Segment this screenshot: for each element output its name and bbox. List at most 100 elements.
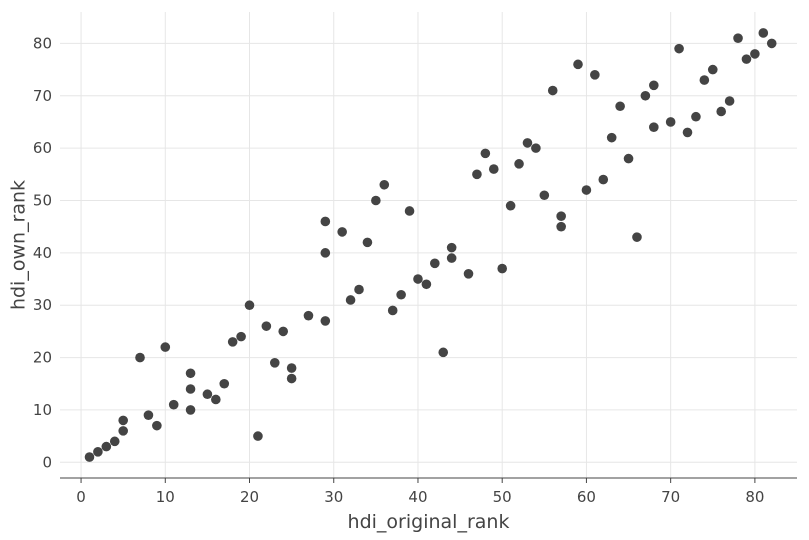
y-tick-label: 80	[33, 34, 52, 52]
data-point	[354, 284, 364, 295]
data-point	[118, 426, 128, 436]
data-point	[581, 185, 592, 195]
data-point	[590, 70, 600, 80]
y-tick-label: 10	[33, 401, 52, 419]
data-point	[446, 242, 457, 253]
data-point	[286, 373, 297, 384]
data-point	[379, 179, 390, 190]
data-point	[699, 75, 710, 85]
data-point	[109, 436, 120, 447]
data-point	[261, 321, 272, 331]
x-tick-label: 60	[577, 488, 596, 506]
data-point	[430, 258, 440, 269]
data-point	[278, 326, 289, 337]
x-tick-label: 50	[493, 488, 512, 506]
data-point	[623, 153, 634, 164]
data-point	[497, 263, 508, 274]
data-point	[118, 415, 128, 426]
data-point	[766, 38, 777, 49]
data-point	[143, 410, 154, 420]
ticks: 0 10 20 30 40 50 60 70 80 0 10 20 30 40 50 60 70 80	[33, 34, 765, 506]
data-point	[758, 28, 769, 38]
data-point	[674, 43, 684, 54]
x-tick-label: 40	[408, 488, 427, 506]
data-points	[84, 28, 777, 462]
y-tick-label: 70	[33, 87, 52, 105]
data-point	[168, 399, 179, 410]
data-point	[522, 138, 533, 148]
x-axis-title: hdi_original_rank	[348, 511, 510, 533]
data-point	[649, 80, 659, 91]
data-point	[362, 237, 373, 248]
data-point	[320, 316, 331, 326]
data-point	[480, 148, 491, 159]
x-tick-label: 70	[661, 488, 680, 506]
data-point	[320, 248, 331, 258]
data-point	[750, 49, 760, 59]
data-point	[716, 106, 726, 117]
grid	[60, 12, 797, 478]
data-point	[160, 342, 171, 352]
data-point	[236, 331, 246, 342]
data-point	[345, 295, 356, 305]
data-point	[733, 33, 743, 43]
data-point	[556, 221, 566, 232]
data-point	[606, 132, 617, 143]
x-tick-label: 0	[76, 488, 86, 506]
data-point	[682, 127, 693, 138]
x-tick-label: 20	[240, 488, 259, 506]
data-point	[202, 389, 213, 400]
data-point	[438, 347, 449, 358]
data-point	[135, 352, 145, 363]
data-point	[421, 279, 432, 290]
data-point	[84, 452, 95, 462]
data-point	[505, 200, 516, 211]
data-point	[615, 101, 625, 112]
x-tick-label: 10	[156, 488, 175, 506]
data-point	[463, 268, 474, 279]
data-point	[371, 195, 381, 206]
y-tick-label: 40	[33, 244, 52, 262]
data-point	[724, 96, 735, 106]
data-point	[253, 431, 263, 441]
data-point	[93, 447, 103, 457]
data-point	[665, 117, 676, 127]
data-point	[413, 274, 423, 284]
data-point	[547, 85, 558, 96]
data-point	[286, 363, 297, 373]
data-point	[539, 190, 550, 201]
data-point	[320, 216, 331, 227]
y-tick-label: 0	[42, 453, 52, 471]
data-point	[227, 337, 238, 347]
data-point	[387, 305, 398, 316]
data-point	[185, 384, 196, 394]
data-point	[741, 54, 752, 64]
data-point	[303, 310, 314, 321]
data-point	[640, 90, 651, 101]
data-point	[185, 405, 196, 415]
data-point	[152, 420, 162, 431]
data-point	[269, 358, 280, 368]
data-point	[598, 174, 609, 185]
data-point	[244, 300, 255, 311]
data-point	[472, 169, 482, 180]
data-point	[211, 394, 221, 405]
data-point	[531, 143, 541, 153]
y-tick-label: 50	[33, 191, 52, 209]
y-axis-title: hdi_own_rank	[8, 180, 30, 310]
data-point	[219, 378, 230, 389]
data-point	[573, 59, 583, 70]
data-point	[691, 111, 701, 122]
data-point	[488, 164, 499, 174]
y-tick-label: 20	[33, 349, 52, 367]
data-point	[514, 159, 524, 169]
y-tick-label: 30	[33, 296, 52, 314]
data-point	[185, 368, 196, 379]
data-point	[101, 441, 112, 452]
data-point	[396, 289, 406, 300]
y-tick-label: 60	[33, 139, 52, 157]
data-point	[556, 211, 566, 222]
x-tick-label: 80	[745, 488, 764, 506]
